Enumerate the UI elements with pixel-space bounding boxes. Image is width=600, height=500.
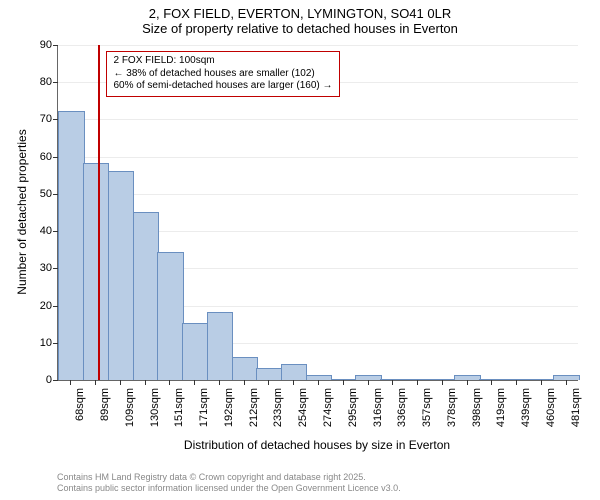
xtick-mark — [417, 380, 418, 385]
chart-container: 2, FOX FIELD, EVERTON, LYMINGTON, SO41 0… — [0, 0, 600, 500]
footer-attribution: Contains HM Land Registry data © Crown c… — [57, 472, 401, 494]
ytick-mark — [53, 380, 58, 381]
ytick-mark — [53, 82, 58, 83]
histogram-bar — [454, 375, 480, 380]
xtick-label: 336sqm — [396, 388, 408, 438]
histogram-bar — [430, 379, 456, 380]
ytick-label: 30 — [28, 262, 52, 274]
histogram-bar — [232, 357, 258, 380]
xtick-label: 460sqm — [545, 388, 557, 438]
ytick-label: 0 — [28, 374, 52, 386]
xtick-label: 295sqm — [347, 388, 359, 438]
plot-area: 010203040506070809068sqm89sqm109sqm130sq… — [57, 45, 578, 381]
ytick-label: 70 — [28, 113, 52, 125]
ytick-label: 80 — [28, 76, 52, 88]
xtick-label: 357sqm — [421, 388, 433, 438]
xtick-mark — [145, 380, 146, 385]
x-axis-label: Distribution of detached houses by size … — [57, 438, 577, 452]
xtick-mark — [368, 380, 369, 385]
xtick-mark — [392, 380, 393, 385]
xtick-mark — [244, 380, 245, 385]
xtick-label: 192sqm — [223, 388, 235, 438]
xtick-label: 171sqm — [198, 388, 210, 438]
xtick-mark — [268, 380, 269, 385]
xtick-mark — [95, 380, 96, 385]
histogram-bar — [182, 323, 208, 380]
xtick-mark — [169, 380, 170, 385]
footer-line1: Contains HM Land Registry data © Crown c… — [57, 472, 401, 483]
ytick-label: 60 — [28, 151, 52, 163]
histogram-bar — [83, 163, 109, 380]
reference-line — [98, 45, 100, 380]
ytick-mark — [53, 45, 58, 46]
chart-title-subtitle: Size of property relative to detached ho… — [0, 21, 600, 36]
histogram-bar — [529, 379, 555, 380]
xtick-mark — [194, 380, 195, 385]
histogram-bar — [133, 212, 159, 381]
histogram-bar — [58, 111, 84, 380]
xtick-label: 378sqm — [446, 388, 458, 438]
xtick-label: 109sqm — [124, 388, 136, 438]
histogram-bar — [108, 171, 134, 380]
histogram-bar — [331, 379, 357, 380]
ytick-label: 10 — [28, 337, 52, 349]
xtick-mark — [293, 380, 294, 385]
xtick-label: 398sqm — [471, 388, 483, 438]
xtick-mark — [491, 380, 492, 385]
histogram-bar — [207, 312, 233, 380]
gridline — [58, 157, 578, 158]
ytick-label: 90 — [28, 39, 52, 51]
xtick-mark — [70, 380, 71, 385]
annotation-box: 2 FOX FIELD: 100sqm← 38% of detached hou… — [106, 51, 339, 97]
xtick-mark — [442, 380, 443, 385]
xtick-mark — [541, 380, 542, 385]
xtick-mark — [467, 380, 468, 385]
histogram-bar — [553, 375, 579, 380]
xtick-label: 233sqm — [272, 388, 284, 438]
footer-line2: Contains public sector information licen… — [57, 483, 401, 494]
xtick-label: 481sqm — [570, 388, 582, 438]
histogram-bar — [256, 368, 282, 380]
annotation-line1: 2 FOX FIELD: 100sqm — [113, 55, 332, 68]
xtick-mark — [219, 380, 220, 385]
gridline — [58, 45, 578, 46]
ytick-label: 20 — [28, 300, 52, 312]
histogram-bar — [281, 364, 307, 380]
xtick-label: 212sqm — [248, 388, 260, 438]
xtick-label: 151sqm — [173, 388, 185, 438]
xtick-label: 439sqm — [520, 388, 532, 438]
histogram-bar — [157, 252, 183, 380]
xtick-mark — [516, 380, 517, 385]
xtick-mark — [566, 380, 567, 385]
xtick-label: 68sqm — [74, 388, 86, 438]
xtick-label: 316sqm — [372, 388, 384, 438]
chart-title-address: 2, FOX FIELD, EVERTON, LYMINGTON, SO41 0… — [0, 6, 600, 21]
ytick-label: 50 — [28, 188, 52, 200]
xtick-mark — [343, 380, 344, 385]
xtick-label: 419sqm — [495, 388, 507, 438]
xtick-mark — [318, 380, 319, 385]
y-axis-label: Number of detached properties — [15, 112, 29, 312]
annotation-line3: 60% of semi-detached houses are larger (… — [113, 80, 332, 93]
xtick-label: 130sqm — [149, 388, 161, 438]
gridline — [58, 194, 578, 195]
xtick-label: 254sqm — [297, 388, 309, 438]
annotation-line2: ← 38% of detached houses are smaller (10… — [113, 68, 332, 81]
xtick-label: 89sqm — [99, 388, 111, 438]
xtick-label: 274sqm — [322, 388, 334, 438]
ytick-label: 40 — [28, 225, 52, 237]
gridline — [58, 119, 578, 120]
xtick-mark — [120, 380, 121, 385]
